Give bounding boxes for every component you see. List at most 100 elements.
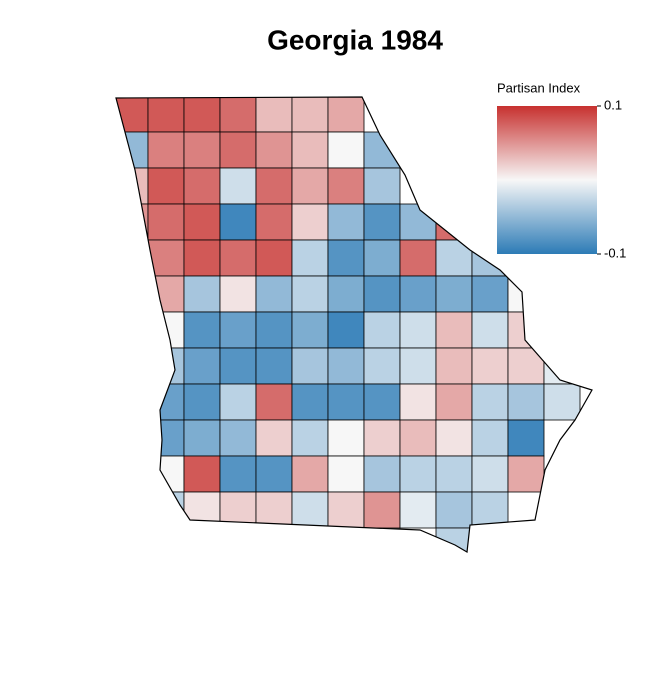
county xyxy=(291,275,329,313)
county xyxy=(399,347,437,385)
county xyxy=(471,347,509,385)
county xyxy=(183,455,221,493)
legend-colorbar xyxy=(497,106,597,254)
county xyxy=(183,131,221,169)
county xyxy=(363,275,401,313)
county xyxy=(291,239,329,277)
county xyxy=(219,419,257,457)
county xyxy=(183,383,221,421)
county xyxy=(327,131,365,169)
counties xyxy=(116,97,581,552)
county xyxy=(219,131,257,169)
legend-tick-label: -0.1 xyxy=(604,245,626,260)
county xyxy=(183,275,221,313)
county xyxy=(327,347,365,385)
county xyxy=(327,203,365,241)
county xyxy=(255,419,293,457)
county xyxy=(219,311,257,349)
county xyxy=(399,239,437,277)
county xyxy=(255,203,293,241)
county xyxy=(147,97,185,133)
county xyxy=(471,275,509,313)
county xyxy=(327,383,365,421)
county xyxy=(327,419,365,457)
county xyxy=(255,455,293,493)
county xyxy=(327,311,365,349)
county xyxy=(255,97,293,133)
county xyxy=(507,383,545,421)
county xyxy=(291,491,329,529)
county xyxy=(435,347,473,385)
county xyxy=(399,311,437,349)
county xyxy=(471,383,509,421)
county xyxy=(327,97,365,133)
county xyxy=(255,311,293,349)
county xyxy=(219,203,257,241)
county xyxy=(327,239,365,277)
county xyxy=(471,455,509,493)
county xyxy=(147,203,185,241)
county xyxy=(255,167,293,205)
legend-tick-label: 0.1 xyxy=(604,97,622,112)
county xyxy=(219,97,257,133)
county xyxy=(363,419,401,457)
county xyxy=(291,455,329,493)
county xyxy=(507,419,545,457)
county xyxy=(147,167,185,205)
county xyxy=(363,311,401,349)
county xyxy=(255,383,293,421)
county xyxy=(363,383,401,421)
state-outline xyxy=(115,96,593,553)
county xyxy=(327,167,365,205)
county xyxy=(291,419,329,457)
county xyxy=(291,311,329,349)
county xyxy=(435,311,473,349)
county xyxy=(435,275,473,313)
county xyxy=(291,97,329,133)
county xyxy=(183,167,221,205)
county xyxy=(255,491,293,529)
county xyxy=(471,311,509,349)
county xyxy=(435,419,473,457)
county xyxy=(183,347,221,385)
county xyxy=(399,491,437,529)
county xyxy=(219,275,257,313)
county xyxy=(435,383,473,421)
county xyxy=(291,347,329,385)
county xyxy=(327,455,365,493)
county xyxy=(291,167,329,205)
county xyxy=(183,419,221,457)
county xyxy=(219,383,257,421)
county xyxy=(291,203,329,241)
county xyxy=(363,203,401,241)
county xyxy=(507,455,545,493)
county xyxy=(291,131,329,169)
county xyxy=(255,275,293,313)
county xyxy=(291,383,329,421)
county xyxy=(363,455,401,493)
county xyxy=(435,455,473,493)
county xyxy=(363,239,401,277)
county xyxy=(399,419,437,457)
county xyxy=(255,239,293,277)
county xyxy=(399,383,437,421)
county xyxy=(255,131,293,169)
county xyxy=(327,275,365,313)
county xyxy=(255,347,293,385)
map-title: Georgia 1984 xyxy=(267,24,443,55)
county xyxy=(435,491,473,529)
county xyxy=(219,167,257,205)
county xyxy=(363,167,401,205)
county xyxy=(183,311,221,349)
county xyxy=(363,491,401,529)
county xyxy=(219,455,257,493)
county xyxy=(183,239,221,277)
county xyxy=(543,383,581,421)
county xyxy=(183,203,221,241)
county xyxy=(471,419,509,457)
county xyxy=(399,455,437,493)
county xyxy=(219,239,257,277)
county xyxy=(327,491,365,529)
legend-title: Partisan Index xyxy=(497,80,581,95)
